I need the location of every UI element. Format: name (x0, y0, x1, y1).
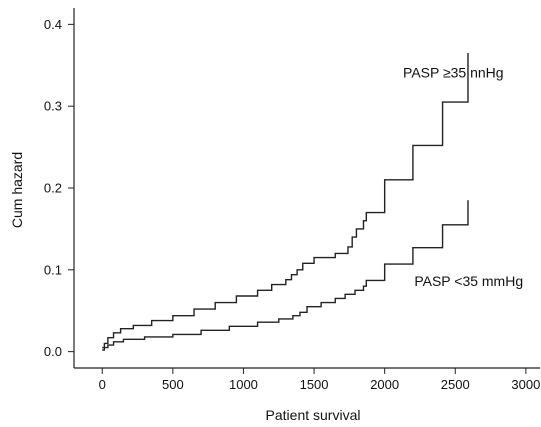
x-tick-label: 0 (99, 377, 106, 392)
series-annotation-1: PASP ≥35 nnHg (403, 65, 504, 81)
series-group (102, 53, 469, 351)
series-line-2 (102, 200, 469, 351)
x-tick-label: 1500 (300, 377, 329, 392)
series-annotation-2: PASP <35 mmHg (414, 273, 523, 289)
y-tick-label: 0.2 (44, 181, 62, 196)
y-tick-label: 0.1 (44, 262, 62, 277)
y-axis-title: Cum hazard (9, 152, 25, 228)
x-tick-label: 2000 (370, 377, 399, 392)
series-line-1 (102, 53, 469, 349)
ticks: 0 500 1000 1500 2000 2500 3000 0.0 0.1 0.2 0.3 0.4 (44, 17, 540, 392)
x-tick-label: 3000 (511, 377, 540, 392)
y-tick-label: 0.3 (44, 99, 62, 114)
x-tick-label: 1000 (229, 377, 258, 392)
x-tick-label: 2500 (441, 377, 470, 392)
y-tick-label: 0.0 (44, 344, 62, 359)
x-axis-title: Patient survival (266, 407, 361, 423)
annotations: PASP ≥35 nnHg PASP <35 mmHg (403, 65, 523, 290)
y-tick-label: 0.4 (44, 17, 62, 32)
x-tick-label: 500 (162, 377, 184, 392)
